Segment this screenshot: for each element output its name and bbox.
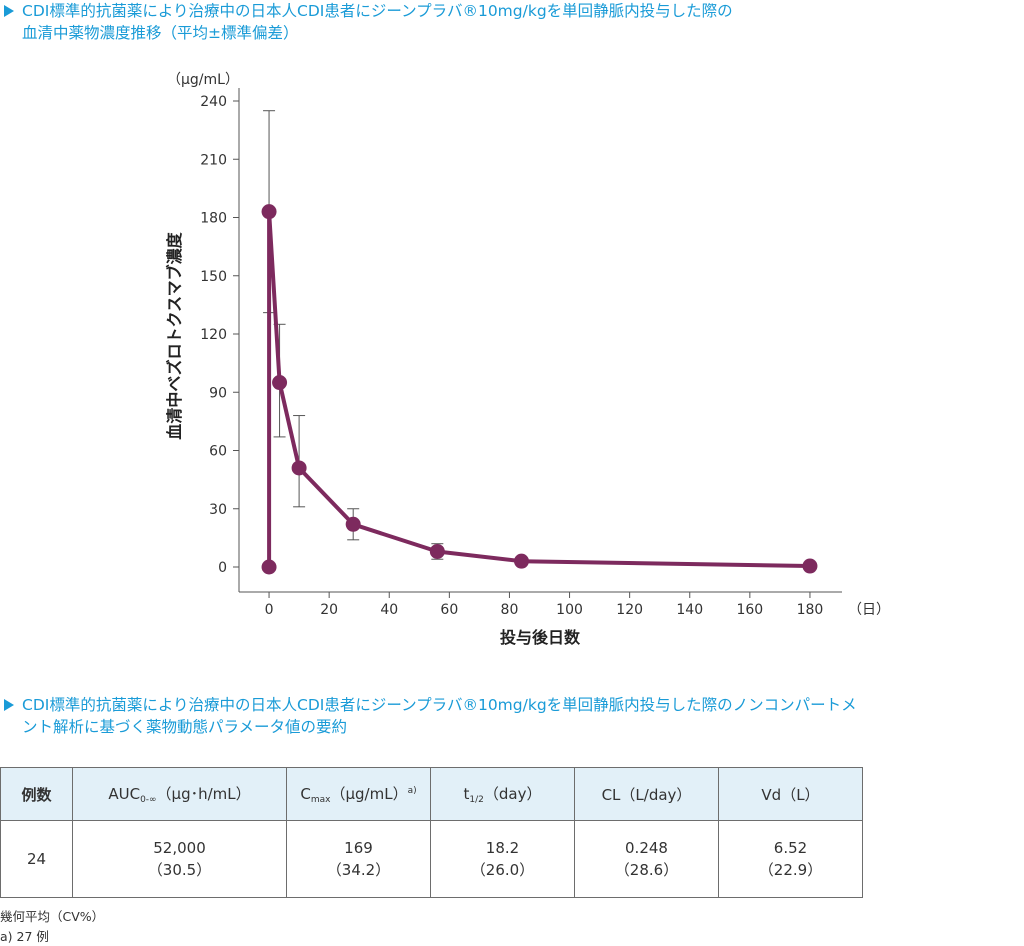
x-tick-label: 120 [616,602,643,618]
table-header-cell: Vd（L） [718,767,863,821]
x-tick-label: 0 [265,602,274,618]
table-cell: 6.52 （22.9） [718,820,863,898]
cell-value: 24 [26,850,47,868]
triangle-bullet-icon [4,5,14,17]
footnote-geometric-mean: 幾何平均（CV%） [0,909,105,924]
header-sub: max [310,795,331,805]
chart-heading-line2: 血清中薬物濃度推移（平均±標準偏差） [22,24,299,42]
table-cell: 52,000 （30.5） [72,820,287,898]
x-tick-label: 180 [797,602,824,618]
triangle-bullet-icon [4,699,14,711]
header-sub: 0-∞ [140,795,157,805]
data-point [261,204,277,220]
y-tick-label: 90 [209,385,227,401]
x-tick-label: 100 [556,602,583,618]
cell-value: 6.52 [773,839,808,857]
header-main: AUC [108,785,141,803]
data-point [291,460,307,476]
table-header-cell: t1/2（day） [430,767,575,821]
concentration-chart: 0 30 60 90 120 150 180 210 240 0 20 40 60 80 100 120 140… [165,72,890,647]
y-axis-unit: （μg/mL） [167,72,239,88]
y-tick-label: 30 [209,502,227,518]
cell-cv: （26.0） [470,861,535,879]
table-header-cell: AUC0-∞（μg･h/mL） [72,767,287,821]
header-main: Vd（L） [761,785,820,804]
header-main: C [300,785,311,803]
y-tick-label: 60 [209,444,227,460]
header-main: t [463,785,470,803]
table-cell: 169 （34.2） [286,820,431,898]
cell-value: 18.2 [485,839,520,857]
cell-cv: （28.6） [614,861,679,879]
y-tick-label: 240 [200,94,227,110]
header-rest: （day） [483,785,542,803]
data-point [802,558,818,574]
cell-cv: （30.5） [147,861,212,879]
header-sup: a) [407,786,417,796]
table-heading-line2: ント解析に基づく薬物動態パラメータ値の要約 [22,718,348,736]
x-tick-label: 140 [676,602,703,618]
chart-heading-line1: CDI標準的抗菌薬により治療中の日本人CDI患者にジーンプラバ®10mg/kgを… [22,2,733,20]
table-heading-line1: CDI標準的抗菌薬により治療中の日本人CDI患者にジーンプラバ®10mg/kgを… [22,696,857,714]
table-cell: 0.248 （28.6） [574,820,719,898]
y-tick-label: 180 [200,211,227,227]
header-rest: （μg/mL） [330,785,408,803]
table-cell: 18.2 （26.0） [430,820,575,898]
header-sub: 1/2 [469,795,484,805]
x-axis-label: 投与後日数 [500,628,581,647]
cell-cv: （22.9） [758,861,823,879]
pk-parameter-table: 例数 AUC0-∞（μg･h/mL） Cmax（μg/mL）a) t1/2（day） C… [0,767,863,898]
x-tick-label: 20 [320,602,338,618]
data-point [272,375,288,391]
header-main: CL（L/day） [601,785,692,804]
header-main: 例数 [21,785,52,804]
series-line [267,209,810,568]
table-header-cell: Cmax（μg/mL）a) [286,767,431,821]
data-point [513,553,529,569]
x-tick-label: 60 [440,602,458,618]
table-header-row: 例数 AUC0-∞（μg･h/mL） Cmax（μg/mL）a) t1/2（day） C… [0,767,863,821]
y-tick-label: 210 [200,152,227,168]
y-tick-label: 120 [200,327,227,343]
header-rest: （μg･h/mL） [156,785,251,803]
table-cell: 24 [0,820,73,898]
x-tick-label: 80 [501,602,519,618]
data-point [429,543,445,559]
x-tick-label: 160 [736,602,763,618]
table-header-cell: 例数 [0,767,73,821]
cell-cv: （34.2） [326,861,391,879]
data-point [261,559,277,575]
cell-value: 169 [344,839,373,857]
cell-value: 0.248 [625,839,668,857]
footnote-a: a) 27 例 [0,929,49,944]
y-axis-label: 血清中ベズロトクスマブ濃度 [165,231,184,439]
data-point [345,516,361,532]
y-tick-label: 150 [200,269,227,285]
cell-value: 52,000 [153,839,206,857]
table-header-cell: CL（L/day） [574,767,719,821]
x-tick-label: 40 [380,602,398,618]
table-row: 24 52,000 （30.5） 169 （34.2） 18.2 （26.0） 0.248 （2… [0,820,863,898]
y-tick-label: 0 [218,560,227,576]
x-axis-unit: （日） [848,602,890,618]
